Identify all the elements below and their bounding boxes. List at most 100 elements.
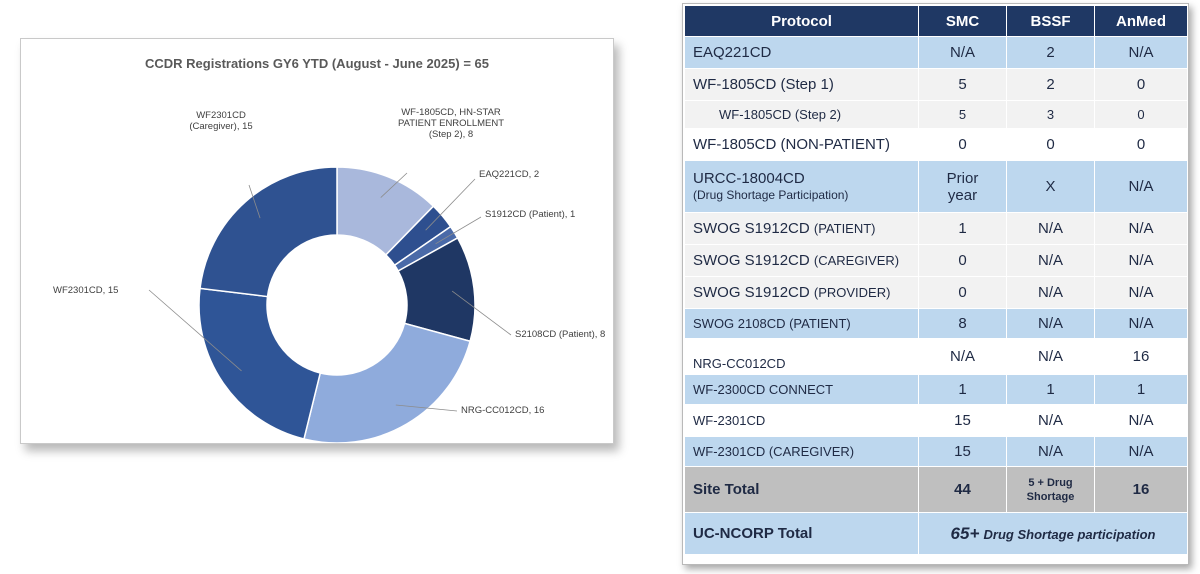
slice-data-label: WF2301CD (Caregiver), 15 [189,110,252,132]
donut-slices [198,166,476,443]
protocol-cell: WF-2301CD [684,404,919,437]
leader-line [451,290,512,336]
slice-data-label: WF2301CD, 15 [53,285,118,296]
protocol-table-card: Protocol SMC BSSF AnMed EAQ221CD N/A 2 N… [682,3,1189,565]
anmed-cell: 1 [1094,374,1188,405]
slice-data-label: WF-1805CD, HN-STAR PATIENT ENROLLMENT (Ste… [398,107,504,140]
slice-data-label: S2108CD (Patient), 8 [515,329,605,340]
site-total-bssf-line2: Shortage [1026,490,1075,503]
protocol-subtitle: (Drug Shortage Participation) [693,187,849,202]
data-labels: WF-1805CD, HN-STAR PATIENT ENROLLMENT (Ste… [53,107,605,416]
table-row: SWOG 2108CD (PATIENT) 8 N/A N/A [684,308,1188,339]
bssf-cell: N/A [1006,276,1095,309]
bssf-cell: N/A [1006,436,1095,467]
smc-value: Prior [946,169,979,187]
protocol-cell: NRG-CC012CD [684,338,919,375]
slice-data-label: EAQ221CD, 2 [479,169,539,180]
header-smc: SMC [918,5,1007,37]
smc-cell: 0 [918,128,1007,161]
protocol-cell: SWOG S1912CD (CAREGIVER) [684,244,919,277]
anmed-cell: N/A [1094,36,1188,69]
protocol-cell: URCC-18004CD (Drug Shortage Participatio… [684,160,919,213]
smc-cell: 5 [918,100,1007,129]
protocol-suffix: (PROVIDER) [813,285,891,300]
protocol-table: Protocol SMC BSSF AnMed EAQ221CD N/A 2 N… [684,5,1188,555]
uc-total-note: Drug Shortage participation [983,526,1156,542]
smc-cell: 1 [918,212,1007,245]
leader-line [395,404,458,412]
table-row: WF-2301CD 15 N/A N/A [684,404,1188,437]
leader-line [425,178,476,231]
table-row: SWOG S1912CD (CAREGIVER) 0 N/A N/A [684,244,1188,277]
protocol-cell: WF-2300CD CONNECT [684,374,919,405]
bssf-cell: 2 [1006,68,1095,101]
anmed-cell: N/A [1094,404,1188,437]
bssf-cell: N/A [1006,212,1095,245]
protocol-name: SWOG S1912CD [693,252,810,269]
site-total-anmed: 16 [1094,466,1188,513]
table-row: SWOG S1912CD (PATIENT) 1 N/A N/A [684,212,1188,245]
table-row: WF-1805CD (NON-PATIENT) 0 0 0 [684,128,1188,161]
smc-cell: N/A [918,338,1007,375]
table-row: WF-2301CD (CAREGIVER) 15 N/A N/A [684,436,1188,467]
smc-cell: 15 [918,404,1007,437]
table-row: EAQ221CD N/A 2 N/A [684,36,1188,69]
donut-slice [199,166,338,298]
anmed-cell: N/A [1094,276,1188,309]
slice-data-label-line: (Step 2), 8 [429,129,473,140]
smc-cell: 0 [918,276,1007,309]
bssf-cell: 3 [1006,100,1095,129]
donut-slice [198,287,322,440]
site-total-smc: 44 [918,466,1007,513]
donut-chart: CCDR Registrations GY6 YTD (August - Jun… [53,56,605,443]
smc-value-sub: year [947,186,978,204]
protocol-cell: SWOG S1912CD (PATIENT) [684,212,919,245]
anmed-cell: N/A [1094,436,1188,467]
slice-data-label-line: EAQ221CD, 2 [479,169,539,180]
smc-cell: 1 [918,374,1007,405]
bssf-cell: N/A [1006,338,1095,375]
anmed-cell: 0 [1094,100,1188,129]
header-bssf: BSSF [1006,5,1095,37]
protocol-cell: SWOG 2108CD (PATIENT) [684,308,919,339]
anmed-cell: N/A [1094,160,1188,213]
header-anmed: AnMed [1094,5,1188,37]
smc-cell: 0 [918,244,1007,277]
uc-ncorp-total-label: UC-NCORP Total [684,512,919,555]
anmed-cell: N/A [1094,244,1188,277]
leader-line [248,184,261,219]
donut-chart-card: CCDR Registrations GY6 YTD (August - Jun… [20,38,614,444]
bssf-cell: X [1006,160,1095,213]
anmed-cell: N/A [1094,308,1188,339]
uc-ncorp-total-value: 65+ Drug Shortage participation [918,512,1188,555]
protocol-cell: WF-2301CD (CAREGIVER) [684,436,919,467]
smc-cell: Prior year [918,160,1007,213]
smc-cell: 8 [918,308,1007,339]
protocol-cell: EAQ221CD [684,36,919,69]
table-row: NRG-CC012CD N/A N/A 16 [684,338,1188,375]
leader-line [380,172,408,198]
protocol-name: URCC-18004CD [693,169,805,187]
protocol-cell: WF-1805CD (NON-PATIENT) [684,128,919,161]
slice-data-label-line: S1912CD (Patient), 1 [485,209,575,220]
protocol-name: SWOG S1912CD [693,220,810,237]
slice-data-label-line: WF-1805CD, HN-STAR [401,107,501,118]
site-total-label: Site Total [684,466,919,513]
smc-cell: 15 [918,436,1007,467]
slice-data-label: NRG-CC012CD, 16 [461,405,544,416]
slice-data-label-line: NRG-CC012CD, 16 [461,405,544,416]
slice-data-label-line: WF2301CD [196,110,246,121]
site-total-bssf-line1: 5 + Drug [1028,476,1073,489]
leader-line [435,216,482,245]
leader-line [148,289,242,372]
bssf-cell: N/A [1006,308,1095,339]
anmed-cell: 0 [1094,68,1188,101]
anmed-cell: N/A [1094,212,1188,245]
donut-slice [303,322,472,443]
bssf-cell: 0 [1006,128,1095,161]
site-total-row: Site Total 44 5 + Drug Shortage 16 [684,466,1188,513]
table-row: WF-1805CD (Step 2) 5 3 0 [684,100,1188,129]
protocol-suffix: (CAREGIVER) [813,253,900,268]
anmed-cell: 0 [1094,128,1188,161]
slice-data-label-line: (Caregiver), 15 [189,121,252,132]
